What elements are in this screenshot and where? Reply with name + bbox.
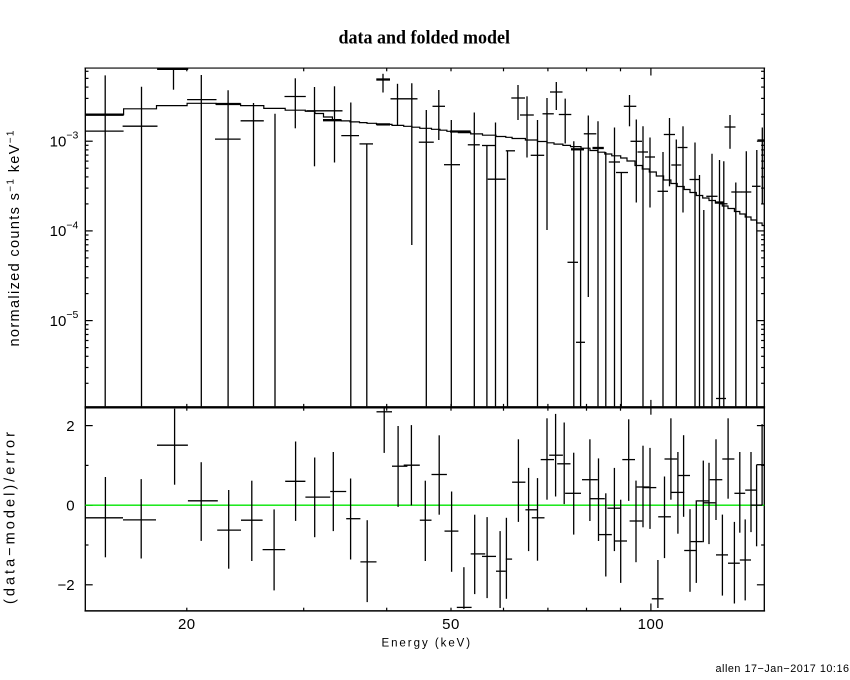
svg-text:data and folded model: data and folded model [339,28,511,49]
svg-text:(data−model)/error: (data−model)/error [3,432,19,604]
svg-text:Energy (keV): Energy (keV) [381,638,470,650]
svg-text:50: 50 [442,616,460,633]
svg-text:0: 0 [66,498,74,515]
svg-text:20: 20 [178,616,196,633]
svg-text:2: 2 [66,418,74,435]
svg-text:100: 100 [638,616,665,633]
svg-text:normalized counts s−1 keV−1: normalized counts s−1 keV−1 [6,130,24,346]
svg-text:allen 17−Jan−2017 10:16: allen 17−Jan−2017 10:16 [716,663,850,675]
svg-text:−2: −2 [57,577,74,594]
